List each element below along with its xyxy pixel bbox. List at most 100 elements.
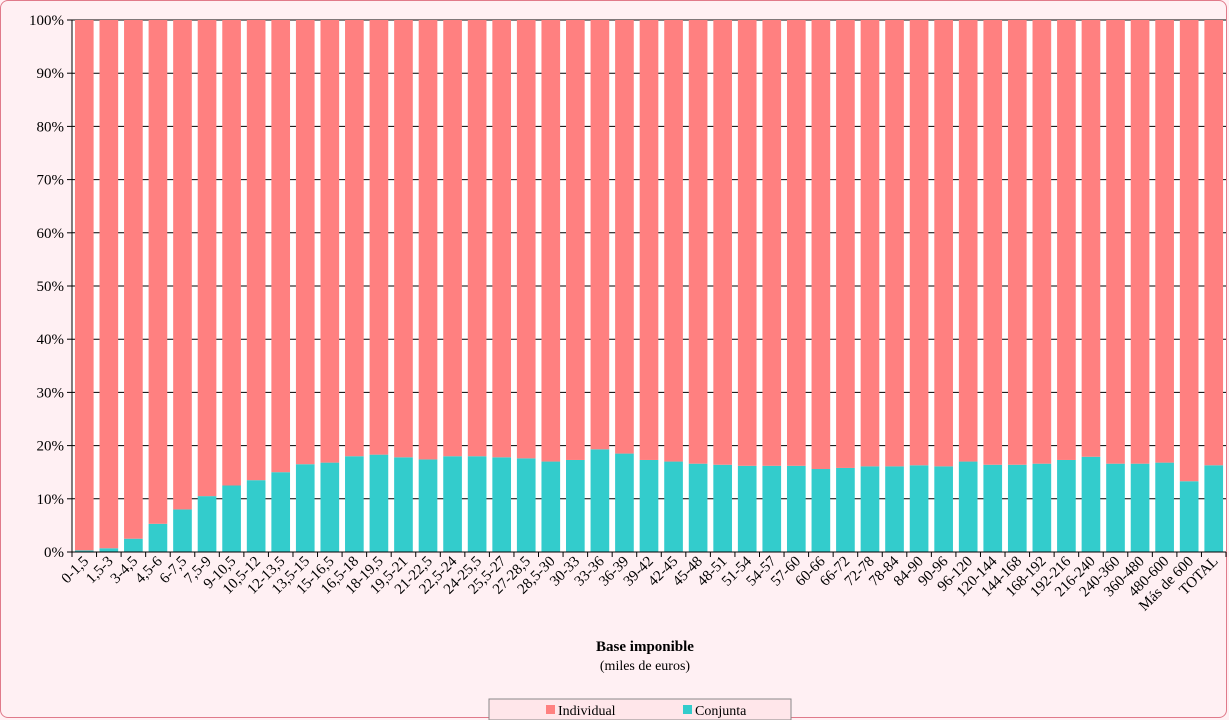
axes: 0%10%20%30%40%50%60%70%80%90%100%0-1,51,… bbox=[29, 13, 1227, 614]
bar-conjunta bbox=[124, 538, 143, 552]
x-axis-title: Base imponible bbox=[596, 639, 694, 655]
bar-conjunta bbox=[246, 480, 266, 552]
x-tick-label: 1,5-3 bbox=[83, 554, 116, 587]
bar-individual bbox=[271, 20, 291, 473]
bar-conjunta bbox=[295, 464, 315, 552]
bar-conjunta bbox=[786, 465, 806, 552]
bar-individual bbox=[443, 20, 462, 457]
bar-individual bbox=[958, 20, 978, 462]
bar-individual bbox=[1032, 20, 1052, 464]
bar-conjunta bbox=[983, 464, 1003, 552]
bar-conjunta bbox=[222, 485, 241, 552]
bar-conjunta bbox=[737, 465, 757, 552]
bar-individual bbox=[1179, 20, 1199, 482]
bar-conjunta bbox=[664, 461, 683, 552]
bar-conjunta bbox=[516, 458, 536, 552]
bar-individual bbox=[762, 20, 782, 466]
bar-individual bbox=[713, 20, 732, 465]
bar-individual bbox=[590, 20, 610, 450]
bar-individual bbox=[1057, 20, 1076, 460]
bar-conjunta bbox=[909, 465, 929, 552]
bar-individual bbox=[934, 20, 953, 467]
y-tick-label: 10% bbox=[37, 492, 65, 508]
legend-swatch-conjunta bbox=[683, 705, 692, 714]
x-tick-label: 3-4,5 bbox=[108, 554, 141, 587]
bar-individual bbox=[1007, 20, 1027, 465]
y-tick-label: 0% bbox=[44, 545, 64, 561]
bar-conjunta bbox=[99, 548, 119, 552]
bar-individual bbox=[124, 20, 143, 539]
y-tick-label: 60% bbox=[37, 226, 65, 242]
bar-conjunta bbox=[615, 453, 634, 552]
bar-individual bbox=[295, 20, 315, 465]
bar-individual bbox=[885, 20, 904, 467]
bar-conjunta bbox=[688, 463, 708, 552]
bar-conjunta bbox=[885, 466, 904, 552]
bar-individual bbox=[1081, 20, 1101, 457]
bar-individual bbox=[615, 20, 634, 454]
bar-conjunta bbox=[1179, 481, 1199, 552]
bar-conjunta bbox=[1106, 463, 1125, 552]
bar-individual bbox=[737, 20, 757, 466]
bar-conjunta bbox=[639, 459, 659, 552]
y-tick-label: 90% bbox=[37, 66, 65, 82]
y-tick-label: 100% bbox=[29, 13, 64, 29]
y-tick-label: 50% bbox=[37, 279, 65, 295]
bar-conjunta bbox=[369, 454, 389, 552]
bar-conjunta bbox=[467, 456, 487, 552]
bar-conjunta bbox=[345, 456, 364, 552]
bar-individual bbox=[418, 20, 438, 460]
legend-label-individual: Individual bbox=[558, 704, 616, 719]
bar-conjunta bbox=[1130, 463, 1150, 552]
bar-conjunta bbox=[713, 464, 732, 552]
bar-conjunta bbox=[443, 456, 462, 552]
bar-conjunta bbox=[271, 472, 291, 552]
y-tick-label: 70% bbox=[37, 173, 65, 189]
bar-conjunta bbox=[1007, 464, 1027, 552]
bar-individual bbox=[516, 20, 536, 459]
x-tick-label: 6-7,5 bbox=[157, 554, 190, 587]
bar-conjunta bbox=[566, 459, 585, 552]
bar-individual bbox=[345, 20, 364, 457]
bar-individual bbox=[197, 20, 217, 497]
bar-individual bbox=[541, 20, 561, 462]
y-tick-label: 80% bbox=[37, 119, 65, 135]
bar-conjunta bbox=[1204, 465, 1224, 552]
bar-individual bbox=[99, 20, 119, 549]
bar-individual bbox=[148, 20, 168, 524]
x-tick-label: 4,5-6 bbox=[132, 553, 166, 587]
x-axis-subtitle: (miles de euros) bbox=[600, 659, 691, 674]
bar-individual bbox=[983, 20, 1003, 465]
y-tick-label: 40% bbox=[37, 332, 65, 348]
bar-conjunta bbox=[762, 465, 782, 552]
bar-individual bbox=[909, 20, 929, 466]
bar-individual bbox=[173, 20, 192, 510]
bar-individual bbox=[246, 20, 266, 481]
bar-conjunta bbox=[320, 462, 340, 552]
bar-individual bbox=[639, 20, 659, 460]
legend-label-conjunta: Conjunta bbox=[695, 704, 747, 719]
bar-individual bbox=[836, 20, 855, 468]
bar-conjunta bbox=[541, 461, 561, 552]
bar-individual bbox=[1106, 20, 1125, 464]
bar-individual bbox=[786, 20, 806, 466]
bar-conjunta bbox=[492, 457, 512, 552]
bar-conjunta bbox=[811, 469, 831, 552]
bar-individual bbox=[467, 20, 487, 457]
y-tick-label: 20% bbox=[37, 439, 65, 455]
bar-individual bbox=[222, 20, 241, 486]
bar-conjunta bbox=[74, 550, 94, 552]
bars bbox=[74, 20, 1224, 552]
bar-individual bbox=[860, 20, 880, 467]
legend: Individual Conjunta bbox=[488, 698, 792, 720]
legend-swatch-individual bbox=[546, 705, 555, 714]
bar-conjunta bbox=[148, 523, 168, 552]
bar-individual bbox=[1204, 20, 1224, 466]
bar-individual bbox=[688, 20, 708, 464]
bar-conjunta bbox=[173, 509, 192, 552]
bar-conjunta bbox=[418, 459, 438, 552]
bar-individual bbox=[369, 20, 389, 455]
bar-conjunta bbox=[958, 461, 978, 552]
bar-conjunta bbox=[1057, 459, 1076, 552]
